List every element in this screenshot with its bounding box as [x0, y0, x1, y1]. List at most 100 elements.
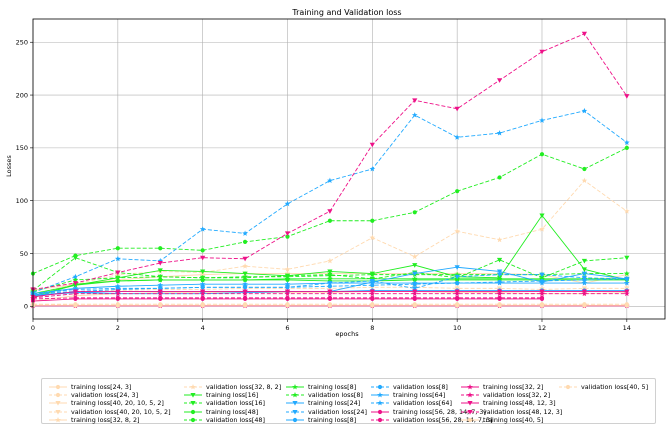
data-point	[370, 218, 375, 223]
data-point	[454, 280, 461, 286]
x-tick-label: 8	[370, 324, 374, 332]
legend-marker	[377, 392, 383, 398]
data-point	[284, 275, 291, 282]
data-point	[199, 271, 206, 278]
data-point	[242, 256, 248, 262]
legend-swatch	[461, 384, 479, 390]
data-point	[369, 271, 376, 278]
data-point	[242, 263, 248, 269]
data-point	[200, 269, 206, 275]
data-point	[582, 302, 587, 307]
legend-label: training loss[64]	[393, 391, 446, 400]
legend-marker	[292, 417, 298, 422]
data-point	[284, 289, 291, 295]
legend-label: validation loss[32, 2]	[483, 391, 551, 400]
data-point	[157, 268, 163, 274]
data-point	[115, 289, 121, 295]
data-point	[497, 302, 502, 307]
legend-label: training loss[16]	[206, 391, 259, 400]
data-point	[496, 257, 503, 263]
chart-title: Training and Validation loss	[291, 8, 401, 17]
legend-label: validation loss[56, 28, 14, 7, 3]	[393, 415, 493, 424]
y-axis-label: Losses	[5, 155, 13, 177]
series-layer	[30, 31, 630, 309]
x-tick-label: 6	[285, 324, 289, 332]
legend-label: training loss[32, 2]	[483, 383, 544, 391]
data-point	[285, 285, 290, 290]
legend-label: validation loss[24, 3]	[71, 391, 139, 400]
data-point	[284, 200, 291, 207]
legend-swatch	[371, 392, 389, 398]
data-point	[157, 273, 164, 280]
legend-marker	[190, 401, 196, 406]
data-point	[539, 295, 545, 300]
data-point	[200, 248, 205, 253]
legend-swatch	[559, 384, 577, 390]
data-point	[454, 134, 461, 140]
y-tick-label: 250	[16, 39, 28, 47]
legend-label: training loss[48, 12, 3]	[483, 399, 556, 408]
data-point	[455, 302, 460, 307]
data-point	[496, 280, 503, 286]
data-point	[623, 270, 630, 276]
data-point	[496, 275, 503, 282]
data-point	[411, 253, 418, 260]
data-point	[411, 275, 418, 282]
legend-marker	[292, 401, 298, 406]
data-point	[327, 275, 333, 282]
legend-label: validation loss[24]	[308, 407, 367, 416]
legend-label: training loss[24]	[308, 399, 361, 408]
data-point	[412, 98, 418, 103]
legend-swatch	[461, 392, 479, 398]
legend-swatch	[184, 409, 202, 414]
data-point	[369, 166, 376, 172]
data-point	[115, 246, 120, 251]
legend-marker	[190, 384, 196, 390]
data-point	[242, 273, 248, 280]
data-point	[581, 280, 588, 286]
data-point	[454, 274, 460, 280]
data-point	[370, 295, 375, 300]
data-point	[581, 271, 588, 277]
data-point	[624, 302, 629, 307]
legend-swatch	[49, 409, 67, 415]
data-point	[582, 166, 587, 172]
data-point	[581, 177, 588, 184]
data-point	[327, 209, 333, 214]
data-point	[284, 270, 291, 276]
data-point	[114, 255, 121, 262]
legend-label: training loss[32, 8, 2]	[71, 415, 140, 424]
legend-swatch	[286, 392, 304, 398]
legend-swatch	[286, 417, 304, 422]
data-point	[539, 280, 545, 286]
series-17	[30, 107, 630, 296]
data-point	[327, 295, 333, 300]
series-line	[32, 110, 628, 294]
series-19	[30, 295, 545, 302]
data-point	[284, 266, 291, 272]
data-point	[157, 289, 163, 295]
data-point	[157, 282, 164, 288]
legend-swatch	[461, 401, 479, 406]
legend-label: validation loss[8]	[393, 383, 448, 391]
legend-label: training loss[8]	[308, 383, 357, 391]
data-point	[539, 117, 545, 123]
x-tick-label: 2	[116, 324, 120, 332]
legend-swatch	[184, 384, 202, 390]
data-point	[114, 277, 121, 284]
data-point	[412, 210, 417, 215]
data-point	[72, 273, 79, 280]
plot-frame	[32, 18, 666, 320]
data-point	[284, 281, 291, 287]
data-point	[72, 289, 79, 295]
data-point	[73, 253, 78, 258]
legend-label: validation loss[8]	[308, 391, 363, 400]
legend-swatch	[371, 409, 389, 414]
series-9	[30, 145, 629, 276]
data-point	[539, 49, 545, 55]
data-point	[411, 112, 418, 118]
data-point	[454, 271, 461, 278]
data-point	[496, 236, 503, 243]
legend-marker	[565, 384, 571, 390]
legend-marker	[377, 417, 383, 422]
